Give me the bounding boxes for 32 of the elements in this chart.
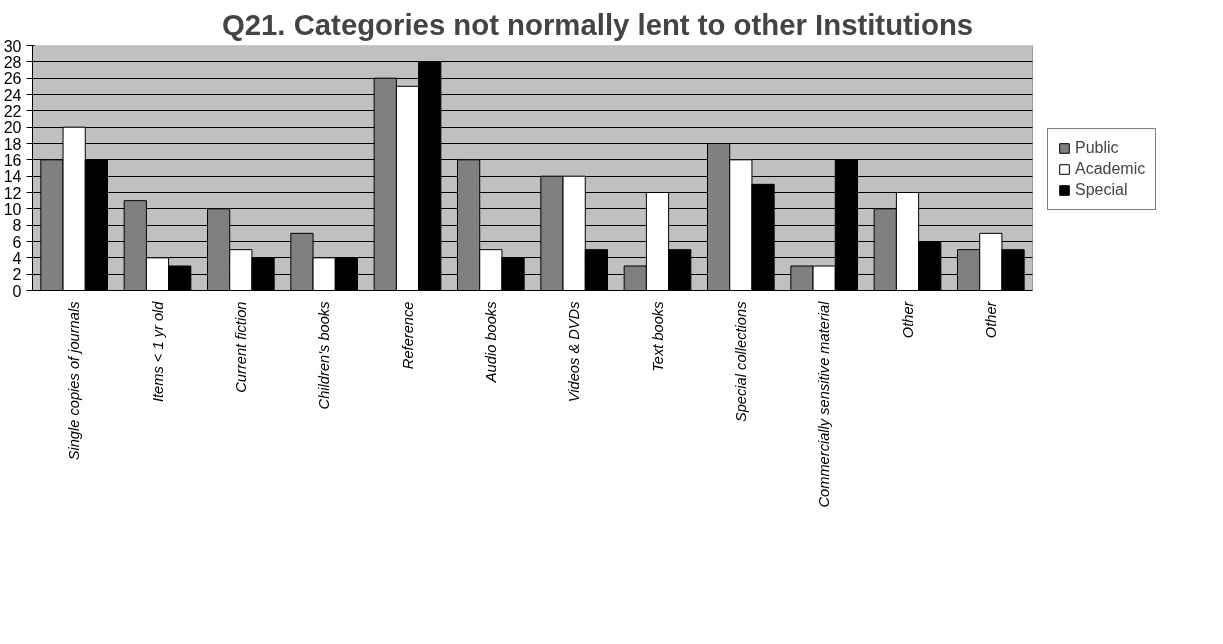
y-tick-label: 20 — [3, 119, 22, 137]
x-tick-label: Current fiction — [232, 301, 249, 393]
x-tick-label: Audio books — [482, 300, 499, 384]
y-tick-label: 22 — [3, 102, 22, 120]
y-tick-label: 14 — [3, 168, 22, 186]
y-tick-label: 24 — [3, 86, 22, 104]
x-tick-label: Text books — [649, 300, 666, 372]
y-tick-label: 30 — [3, 37, 22, 55]
x-tick-label: Reference — [399, 301, 416, 370]
x-tick-label: Children's books — [316, 300, 333, 410]
y-tick-label: 10 — [3, 200, 22, 218]
x-tick-label: Other — [982, 300, 999, 339]
y-tick-label: 26 — [3, 70, 22, 88]
y-tick-label: 18 — [3, 135, 22, 153]
y-tick-label: 2 — [12, 266, 22, 284]
chart-title: Q21. Categories not normally lent to other Institutions — [221, 7, 974, 41]
y-tick-label: 12 — [3, 184, 22, 202]
x-tick-label: Videos & DVDs — [566, 300, 583, 403]
x-tick-label: Commercially sensitive material — [816, 300, 833, 508]
x-tick-label: Items < 1 yr old — [149, 300, 166, 403]
x-tick-label: Other — [899, 300, 916, 339]
x-tick-label: Special collections — [732, 300, 749, 423]
x-tick-label: Single copies of journals — [66, 300, 83, 461]
y-tick-label: 16 — [3, 151, 22, 169]
y-tick-label: 4 — [12, 249, 22, 267]
y-tick-label: 8 — [12, 217, 22, 235]
legend-label: Public — [1075, 139, 1119, 157]
y-tick-label: 6 — [12, 233, 22, 251]
legend-label: Academic — [1075, 160, 1146, 178]
y-tick-label: 0 — [12, 282, 22, 300]
y-tick-label: 28 — [3, 53, 22, 71]
legend-label: Special — [1075, 181, 1128, 199]
